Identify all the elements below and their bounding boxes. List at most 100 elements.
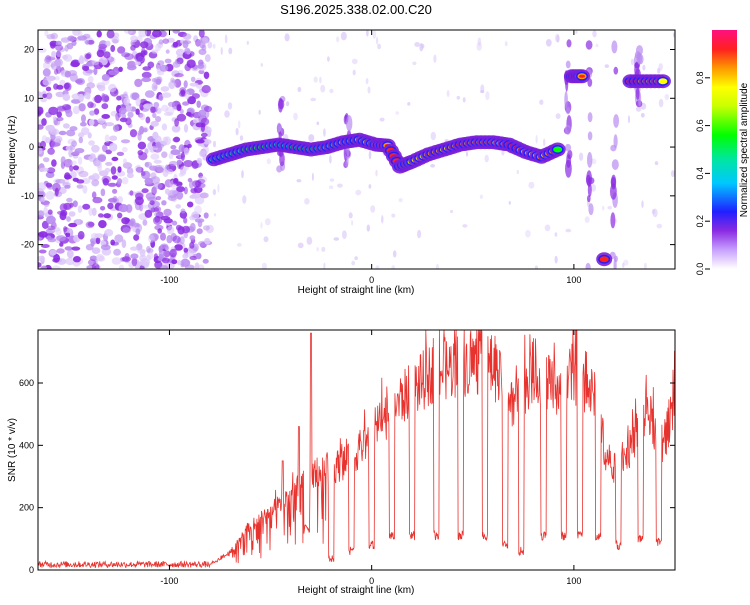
noise-blob: [53, 83, 59, 90]
noise-blob: [164, 188, 171, 195]
noise-blob: [196, 228, 203, 235]
faint-blob: [310, 97, 317, 102]
noise-blob: [139, 41, 149, 49]
noise-blob: [66, 197, 73, 203]
y-tick-label: 200: [19, 503, 34, 513]
noise-blob: [94, 94, 102, 104]
noise-blob: [177, 31, 187, 38]
noise-blob: [100, 188, 106, 197]
y-tick-label: 600: [19, 378, 34, 388]
faint-blob: [220, 47, 223, 55]
noise-blob: [46, 235, 52, 240]
noise-blob: [102, 178, 110, 186]
noise-blob: [68, 211, 76, 217]
noise-blob: [127, 111, 134, 118]
noise-blob: [150, 153, 160, 160]
noise-blob: [90, 174, 96, 181]
noise-blob: [39, 167, 49, 172]
noise-blob: [169, 160, 178, 167]
faint-blob: [433, 54, 437, 63]
noise-blob: [43, 157, 50, 163]
faint-blob: [430, 164, 435, 168]
faint-blob: [407, 102, 411, 106]
noise-blob: [62, 104, 72, 111]
noise-blob: [42, 68, 51, 77]
noise-blob: [81, 114, 86, 123]
noise-blob: [50, 32, 58, 40]
streak-blob: [564, 124, 571, 135]
noise-blob: [83, 92, 91, 100]
faint-blob: [352, 69, 356, 76]
faint-blob: [623, 259, 629, 266]
noise-blob: [121, 177, 129, 185]
faint-blob: [534, 265, 538, 269]
streak-blob: [346, 115, 353, 132]
noise-blob: [172, 30, 180, 34]
noise-blob: [109, 142, 118, 152]
noise-blob: [198, 109, 206, 118]
noise-blob: [51, 265, 61, 269]
noise-blob: [82, 33, 91, 39]
noise-blob: [195, 180, 202, 188]
noise-blob: [127, 64, 137, 71]
faint-blob: [367, 86, 371, 94]
noise-blob: [56, 111, 62, 118]
noise-blob: [195, 252, 202, 260]
faint-blob: [628, 115, 630, 124]
noise-blob: [43, 206, 48, 215]
faint-blob: [417, 229, 422, 239]
noise-blob: [176, 186, 186, 193]
noise-blob: [117, 178, 123, 185]
noise-blob: [182, 40, 189, 49]
faint-blob: [630, 58, 635, 66]
noise-blob: [205, 224, 214, 234]
noise-blob: [96, 30, 102, 38]
noise-blob: [143, 103, 153, 109]
streak-blob: [587, 182, 592, 197]
noise-blob: [153, 182, 163, 190]
noise-blob: [158, 250, 165, 258]
noise-blob: [87, 132, 92, 139]
noise-blob: [138, 30, 148, 38]
faint-blob: [366, 30, 369, 37]
spectrogram-frame: [37, 29, 676, 270]
noise-blob: [78, 170, 89, 178]
noise-blob: [180, 258, 191, 267]
faint-blob: [602, 205, 605, 211]
noise-blob: [161, 92, 172, 98]
faint-blob: [419, 43, 424, 52]
noise-blob: [141, 188, 149, 194]
noise-blob: [152, 112, 157, 118]
faint-blob: [242, 195, 247, 204]
ridge-core: [658, 78, 668, 85]
figure-title: S196.2025.338.02.00.C20: [280, 2, 432, 17]
faint-blob: [414, 42, 420, 47]
faint-blob: [285, 101, 290, 107]
faint-blob: [544, 224, 551, 232]
noise-blob: [97, 118, 106, 124]
noise-blob: [44, 56, 52, 64]
noise-blob: [87, 75, 94, 83]
faint-blob: [556, 34, 560, 43]
noise-blob: [162, 38, 170, 44]
noise-blob: [183, 123, 189, 133]
noise-blob: [134, 196, 144, 206]
noise-blob: [64, 184, 71, 189]
ridge-peak: [601, 257, 608, 261]
noise-blob: [64, 70, 72, 78]
noise-blob: [152, 131, 159, 140]
faint-blob: [323, 262, 326, 269]
noise-blob: [77, 231, 85, 240]
faint-blob: [376, 36, 379, 45]
faint-blob: [584, 216, 590, 224]
noise-blob: [163, 250, 171, 258]
faint-blob: [370, 205, 376, 213]
noise-blob: [139, 113, 146, 121]
faint-blob: [476, 42, 482, 51]
streak-blob: [567, 149, 573, 160]
noise-blob: [44, 30, 49, 37]
noise-blob: [137, 248, 147, 254]
faint-blob: [381, 215, 384, 224]
noise-blob: [43, 201, 50, 207]
streak-blob: [587, 112, 593, 123]
